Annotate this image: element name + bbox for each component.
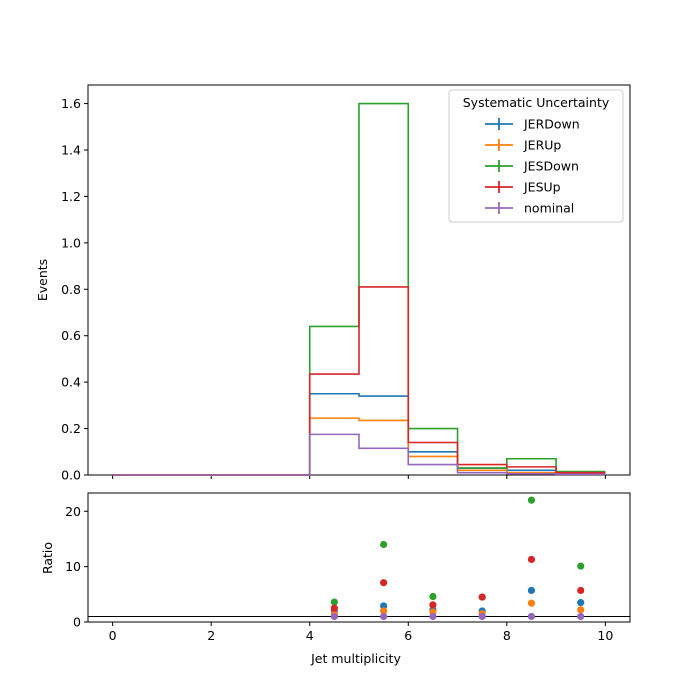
ratio-point-JESDown xyxy=(527,496,536,504)
ratio-point-JESUp xyxy=(429,601,437,609)
ratio-point-JERUp xyxy=(577,606,585,614)
legend-box xyxy=(448,89,624,223)
top-y-tick-label: 0.2 xyxy=(61,421,81,436)
ratio-y-tick-label: 10 xyxy=(65,559,81,574)
legend-label-JESDown: JESDown xyxy=(523,159,579,174)
ratio-point-JESUp xyxy=(577,586,585,595)
legend-label-JESUp: JESUp xyxy=(523,180,561,195)
ratio-point-JESDown xyxy=(429,592,437,601)
top-plot-area: 0.0 0.2 0.4 0.6 0.8 1.0 1.2 1.4 1.6 xyxy=(61,84,631,483)
top-y-tick-label: 0.6 xyxy=(61,328,81,343)
top-y-tick-label: 1.0 xyxy=(61,235,81,250)
ratio-point-nominal xyxy=(577,612,585,621)
x-tick-label: 8 xyxy=(503,628,511,643)
ratio-point-JESUp xyxy=(527,555,536,564)
x-tick-label: 2 xyxy=(207,628,215,643)
ratio-point-JESDown xyxy=(330,598,338,606)
x-tick-label: 6 xyxy=(404,628,412,643)
top-y-tick-label: 0.4 xyxy=(61,375,81,390)
ratio-point-JESUp xyxy=(330,604,338,612)
ratio-point-JESUp xyxy=(478,593,486,601)
top-y-tick-label: 1.2 xyxy=(61,189,81,204)
ratio-point-JERDown xyxy=(380,602,388,610)
top-axes-frame xyxy=(87,84,631,476)
x-axis-title: Jet multiplicity xyxy=(310,651,401,666)
legend-title: Systematic Uncertainty xyxy=(463,95,610,110)
ratio-point-JESDown xyxy=(380,540,388,549)
ratio-y-tick-label: 0 xyxy=(73,615,81,630)
ratio-point-JERDown xyxy=(577,599,585,607)
x-tick-label: 0 xyxy=(109,628,117,643)
ratio-y-tick-label: 20 xyxy=(65,504,81,519)
series-step-nominal xyxy=(112,433,606,476)
ratio-point-JERDown xyxy=(527,586,536,595)
top-y-tick-label: 1.6 xyxy=(61,96,81,111)
legend-label-nominal: nominal xyxy=(524,201,574,216)
top-y-tick-label: 0.8 xyxy=(61,282,81,297)
legend: Systematic Uncertainty JERDown JERUp JESDow… xyxy=(448,89,624,223)
ratio-point-nominal xyxy=(527,612,536,621)
top-y-tick-label: 0.0 xyxy=(61,468,81,483)
ratio-point-JERUp xyxy=(380,607,388,615)
ratio-y-axis-title: Ratio xyxy=(40,542,55,574)
legend-label-JERUp: JERUp xyxy=(523,138,561,153)
ratio-plot-area: 0 2 4 6 8 10 0 10 20 xyxy=(65,492,631,643)
top-y-axis-title: Events xyxy=(35,259,50,301)
top-y-tick-label: 1.4 xyxy=(61,143,81,158)
ratio-point-JESUp xyxy=(380,579,388,587)
ratio-point-JESDown xyxy=(577,562,585,570)
ratio-point-nominal xyxy=(478,612,486,621)
x-tick-label: 4 xyxy=(306,628,314,643)
legend-label-JERDown: JERDown xyxy=(523,117,580,132)
x-tick-label: 10 xyxy=(597,628,613,643)
ratio-point-nominal xyxy=(330,612,338,621)
ratio-point-nominal xyxy=(429,612,437,621)
ratio-axes-frame xyxy=(87,492,631,623)
ratio-point-nominal xyxy=(380,612,388,621)
ratio-point-JERUp xyxy=(527,599,536,607)
